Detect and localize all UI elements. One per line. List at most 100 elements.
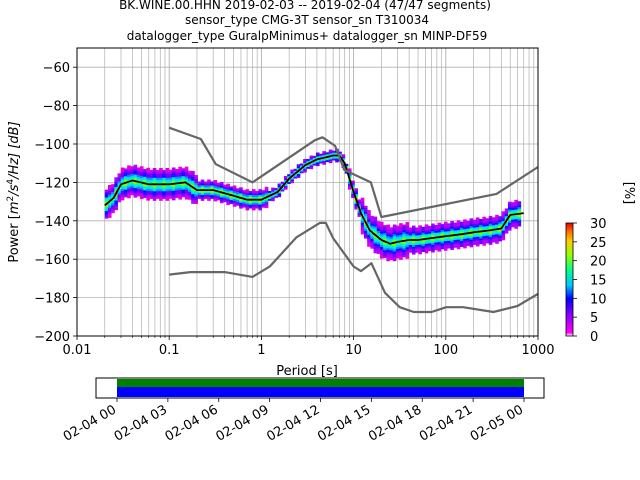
heatmap-cell: [194, 198, 198, 201]
heatmap-cell: [469, 222, 474, 225]
heatmap-cell: [133, 187, 138, 190]
heatmap-cell: [226, 200, 230, 204]
heatmap-cell: [408, 242, 413, 245]
heatmap-cell: [475, 242, 480, 245]
heatmap-cell: [187, 178, 192, 181]
heatmap-cell: [427, 225, 432, 229]
heatmap-cell: [360, 226, 365, 229]
heatmap-cell: [466, 241, 470, 245]
heatmap-cell: [213, 193, 218, 196]
heatmap-cell: [114, 194, 118, 197]
heatmap-cell: [210, 196, 214, 199]
heatmap-cell: [405, 248, 410, 252]
heatmap-cell: [114, 181, 118, 184]
heatmap-cell: [479, 236, 483, 239]
heatmap-cell: [155, 191, 160, 194]
heatmap-cell: [149, 196, 154, 199]
heatmap-cell: [251, 192, 256, 196]
heatmap-cell: [203, 185, 208, 188]
heatmap-cell: [274, 187, 278, 191]
heatmap-cell: [360, 218, 365, 221]
heatmap-cell: [399, 226, 403, 230]
heatmap-cell: [168, 188, 173, 192]
heatmap-cell: [175, 193, 179, 197]
heatmap-cell: [392, 247, 397, 250]
heatmap-cell: [133, 189, 138, 192]
heatmap-cell: [491, 230, 496, 233]
heatmap-cell: [370, 225, 374, 228]
heatmap-cell: [159, 169, 163, 173]
heatmap-cell: [437, 245, 442, 248]
heatmap-cell: [389, 234, 394, 238]
heatmap-cell: [440, 229, 445, 233]
colorbar-tick-label: 20: [590, 255, 607, 270]
heatmap-cell: [200, 194, 205, 197]
heatmap-cell: [395, 246, 400, 249]
heatmap-cell: [386, 259, 390, 262]
heatmap-cell: [226, 199, 230, 202]
heatmap-cell: [482, 220, 486, 223]
heatmap-cell: [130, 166, 134, 169]
heatmap-cell: [197, 183, 202, 186]
heatmap-cell: [165, 192, 170, 196]
heatmap-cell: [319, 161, 323, 164]
heatmap-cell: [136, 188, 141, 191]
heatmap-cell: [367, 219, 371, 222]
heatmap-cell: [421, 236, 426, 239]
heatmap-cell: [184, 180, 189, 183]
heatmap-cell: [437, 228, 442, 231]
heatmap-cell: [184, 197, 189, 200]
heatmap-cell: [511, 219, 515, 222]
heatmap-cell: [197, 196, 202, 199]
heatmap-cell: [232, 187, 237, 190]
heatmap-cell: [379, 250, 384, 253]
colorbar-label: [%]: [621, 182, 636, 205]
heatmap-cell: [360, 224, 365, 227]
heatmap-cell: [178, 166, 182, 169]
heatmap-cell: [479, 232, 483, 235]
heatmap-cell: [431, 229, 435, 232]
heatmap-cell: [399, 255, 403, 258]
heatmap-cell: [427, 239, 432, 242]
heatmap-cell: [255, 204, 259, 207]
heatmap-cell: [267, 191, 272, 194]
heatmap-cell: [136, 194, 141, 197]
heatmap-cell: [395, 254, 400, 257]
heatmap-cell: [389, 250, 394, 253]
heatmap-cell: [181, 191, 186, 194]
heatmap-cell: [258, 196, 262, 199]
heatmap-cell: [165, 179, 170, 182]
heatmap-cell: [386, 249, 390, 252]
heatmap-cell: [463, 244, 467, 247]
heatmap-cell: [367, 240, 371, 243]
heatmap-cell: [223, 194, 227, 197]
heatmap-cell: [514, 201, 518, 204]
heatmap-cell: [370, 215, 374, 218]
heatmap-cell: [219, 189, 224, 192]
heatmap-cell: [408, 237, 413, 240]
heatmap-cell: [443, 223, 448, 226]
heatmap-cell: [469, 224, 474, 227]
heatmap-cell: [399, 230, 403, 233]
heatmap-cell: [331, 152, 336, 155]
heatmap-cell: [517, 203, 522, 206]
heatmap-cell: [453, 241, 458, 244]
heatmap-cell: [379, 256, 384, 259]
heatmap-cell: [517, 208, 522, 212]
heatmap-cell: [482, 237, 486, 240]
heatmap-cell: [312, 161, 317, 164]
heatmap-cell: [360, 220, 365, 223]
heatmap-cell: [210, 181, 214, 184]
heatmap-cell: [386, 230, 390, 233]
heatmap-cell: [130, 168, 134, 171]
heatmap-cell: [143, 170, 147, 174]
heatmap-cell: [178, 178, 182, 181]
heatmap-cell: [123, 195, 128, 198]
heatmap-cell: [248, 196, 253, 199]
heatmap-cell: [245, 196, 250, 199]
heatmap-cell: [434, 242, 438, 245]
heatmap-cell: [146, 167, 150, 170]
heatmap-cell: [194, 199, 198, 203]
heatmap-cell: [315, 164, 320, 167]
heatmap-cell: [376, 225, 381, 228]
